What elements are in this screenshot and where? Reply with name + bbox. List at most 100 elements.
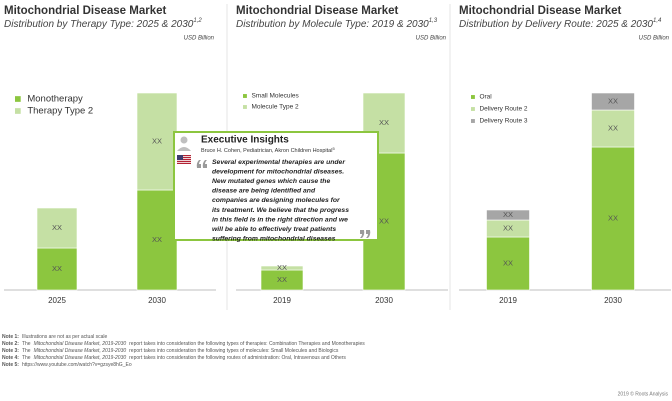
note-label: Note 1: xyxy=(2,334,19,340)
note: Note 4: The Mitochondrial Disease Market, … xyxy=(2,355,346,361)
note-italic: Mitochondrial Disease Market, 2019-2030 xyxy=(34,348,127,354)
value-label: XX xyxy=(503,210,513,219)
value-label: XX xyxy=(277,263,287,272)
note-post: https://www.youtube.com/watch?v=gzsye8hG… xyxy=(22,362,132,368)
legend-swatch xyxy=(15,108,21,114)
chart-subtitle: Distribution by Therapy Type: 2025 & 203… xyxy=(4,18,202,30)
bar-segment xyxy=(486,209,530,221)
note-label: Note 4: xyxy=(2,355,19,361)
subtitle-text: Distribution by Therapy Type: 2025 & 203… xyxy=(4,19,194,30)
insights-author: Bruce H. Cohen, Pediatrician, Akron Chil… xyxy=(201,146,335,154)
note: Note 1: Illustrations are not as per actu… xyxy=(2,334,107,340)
note-label: Note 2: xyxy=(2,341,19,347)
note-post: Illustrations are not as per actual scal… xyxy=(22,334,108,340)
value-label: XX xyxy=(503,258,513,267)
note-label: Note 5: xyxy=(2,362,19,368)
chart-title-text: Mitochondrial Disease Market xyxy=(4,5,166,17)
legend-label: Oral xyxy=(479,94,492,101)
note: Note 3: The Mitochondrial Disease Market, … xyxy=(2,348,339,354)
bar-segment xyxy=(260,265,304,271)
note-post: report takes into consideration the foll… xyxy=(129,348,339,354)
author-text: Bruce H. Cohen, Pediatrician, Akron Chil… xyxy=(201,148,332,154)
chart-title-text: Mitochondrial Disease Market xyxy=(459,5,621,17)
x-tick-label: 2030 xyxy=(375,296,393,305)
value-label: XX xyxy=(608,123,618,132)
value-label: XX xyxy=(503,223,513,232)
legend-swatch xyxy=(471,107,475,111)
insights-box: Executive Insights Bruce H. Cohen, Pediat… xyxy=(173,131,379,243)
note-italic: Mitochondrial Disease Market, 2019-2030 xyxy=(34,341,127,347)
subtitle-note: 1,2 xyxy=(193,18,202,24)
flag-icon xyxy=(177,155,191,164)
value-label: XX xyxy=(52,223,62,232)
quote-line: Several experimental therapies are under xyxy=(212,159,345,166)
legend-swatch xyxy=(471,95,475,99)
bar-segment xyxy=(486,236,530,291)
quote-line: companies are designing molecules for xyxy=(212,197,340,204)
author-note: 5 xyxy=(332,146,335,151)
chart-title: Mitochondrial Disease Market xyxy=(4,5,166,17)
legend-swatch xyxy=(243,105,247,109)
x-tick-label: 2030 xyxy=(148,296,166,305)
person-icon-body xyxy=(177,147,191,151)
bar-segment xyxy=(362,92,406,154)
note-pre: The xyxy=(22,341,31,347)
note-post: report takes into consideration the foll… xyxy=(129,341,365,347)
chart-subtitle: Distribution by Delivery Route: 2025 & 2… xyxy=(459,18,662,30)
insights-frame xyxy=(173,131,379,241)
legend-label: Delivery Route 3 xyxy=(479,118,527,125)
x-tick-label: 2019 xyxy=(273,296,291,305)
unit-label: USD Billion xyxy=(184,36,215,42)
quote-line: New mutated genes which cause the xyxy=(212,178,330,185)
bar-segment xyxy=(36,247,78,291)
bar-segment xyxy=(591,92,635,111)
note-italic: Mitochondrial Disease Market, 2019-2030 xyxy=(34,355,127,361)
insights-title: Executive Insights xyxy=(201,135,289,146)
unit-label: USD Billion xyxy=(639,36,670,42)
value-label: XX xyxy=(379,216,389,225)
legend-label: Therapy Type 2 xyxy=(27,106,93,117)
legend-label: Molecule Type 2 xyxy=(251,104,299,111)
value-label: XX xyxy=(152,136,162,145)
legend-swatch xyxy=(243,94,247,98)
subtitle-note: 1,4 xyxy=(653,18,662,24)
value-label: XX xyxy=(277,275,287,284)
quote-open xyxy=(196,160,207,168)
person-icon-head xyxy=(180,136,188,144)
bar-segment xyxy=(136,92,178,191)
bar-segment xyxy=(591,146,635,291)
subtitle-note: 1,3 xyxy=(429,18,438,24)
footer: 2019 © Roots Analysis xyxy=(618,390,669,397)
note-pre: The xyxy=(22,355,31,361)
legend-label: Monotherapy xyxy=(27,94,83,105)
x-tick-label: 2019 xyxy=(499,296,517,305)
value-label: XX xyxy=(52,264,62,273)
quote-line: disease are being identified and xyxy=(212,188,316,195)
note-label: Note 3: xyxy=(2,348,19,354)
quote-close xyxy=(360,230,371,238)
note: Note 5: https://www.youtube.com/watch?v=g… xyxy=(2,362,132,368)
x-tick-label: 2030 xyxy=(604,296,622,305)
flag-canton xyxy=(177,155,183,160)
bar-segment xyxy=(36,207,78,249)
note-pre: The xyxy=(22,348,31,354)
unit-label: USD Billion xyxy=(416,36,447,42)
bar-segment xyxy=(591,109,635,148)
subtitle-text: Distribution by Molecule Type: 2019 & 20… xyxy=(236,19,429,30)
chart-title: Mitochondrial Disease Market xyxy=(236,5,398,17)
value-label: XX xyxy=(608,213,618,222)
quote-line: development for mitochondrial diseases. xyxy=(212,168,344,175)
chart-title: Mitochondrial Disease Market xyxy=(459,5,621,17)
value-label: XX xyxy=(152,235,162,244)
note-post: report takes into consideration the foll… xyxy=(129,355,346,361)
legend-swatch xyxy=(471,119,475,123)
quote-line: in this field is in the right direction … xyxy=(212,216,348,223)
value-label: XX xyxy=(608,96,618,105)
legend-label: Small Molecules xyxy=(251,93,299,100)
chart-title-text: Mitochondrial Disease Market xyxy=(236,5,398,17)
chart-subtitle: Distribution by Molecule Type: 2019 & 20… xyxy=(236,18,438,30)
note: Note 2: The Mitochondrial Disease Market, … xyxy=(2,341,365,347)
quote-line: suffering from mitochondrial diseases xyxy=(212,236,336,243)
legend-swatch xyxy=(15,96,21,102)
